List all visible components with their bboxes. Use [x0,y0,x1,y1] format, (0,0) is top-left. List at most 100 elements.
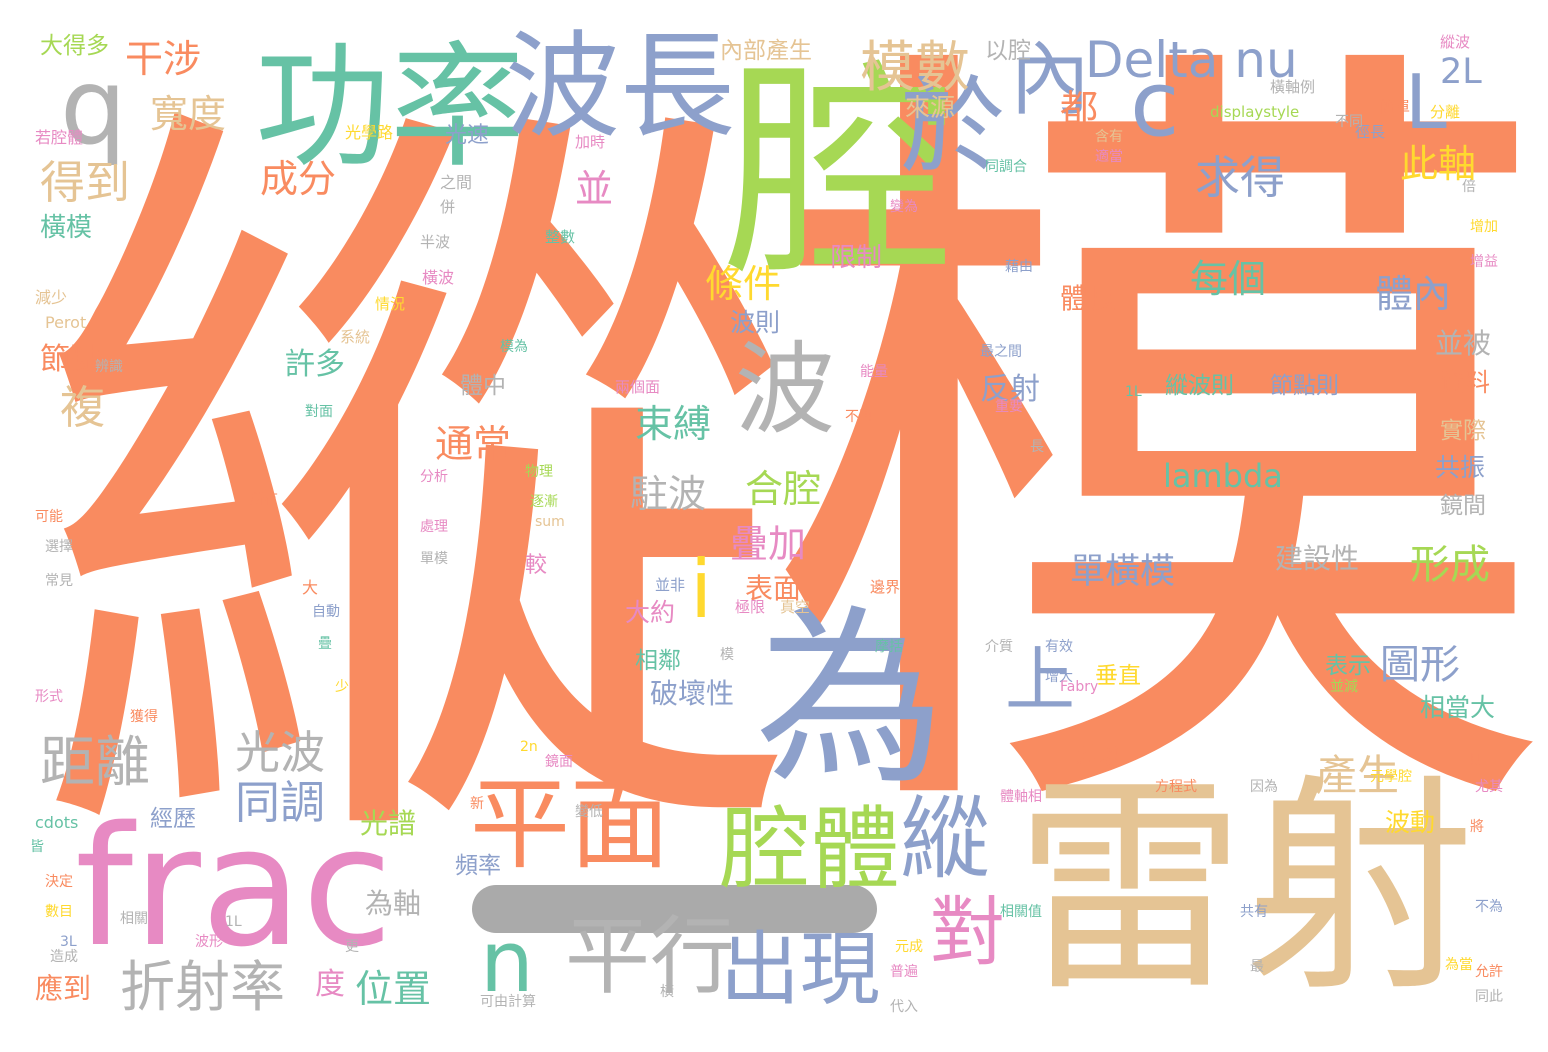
cloud-word: 兩個面 [615,378,661,396]
cloud-word: 最 [1250,959,1264,975]
cloud-word: 同此 [1475,989,1503,1005]
cloud-word: displaystyle [1210,103,1300,121]
cloud-word: 差以 [1075,743,1121,769]
cloud-word: 將 [1470,819,1484,835]
cloud-word: 駐波 [630,472,707,516]
cloud-word: 雷射 [1015,756,1476,1023]
cloud-word: 模為 [500,339,528,355]
cloud-word: 方程式 [1155,779,1197,795]
cloud-word: 代入 [890,999,918,1015]
cloud-word: 介質 [985,639,1013,655]
cloud-word: 長 [1030,439,1044,455]
cloud-word: 增加 [1470,219,1498,235]
cloud-word: 得到 [40,156,131,209]
cloud-word: 不為 [1475,899,1503,915]
cloud-word: 選擇 [45,539,73,555]
cloud-word: 體軸相 [1000,789,1042,805]
cloud-word: 並 [575,167,614,211]
cloud-word: 腔體 [720,797,900,902]
cloud-word: 邊界 [870,578,901,596]
cloud-word: 常見 [45,573,73,589]
cloud-word: 為當 [1445,957,1473,973]
cloud-word: 相關值 [1000,904,1042,920]
cloud-word: 波形 [195,934,223,950]
cloud-word: 辨識 [95,359,123,375]
cloud-word: 皆 [30,839,44,855]
cloud-word: 造成 [50,949,78,965]
cloud-word: 適當 [1095,149,1123,165]
cloud-word: 表面 [745,572,802,605]
gray-bar-shape [472,885,877,933]
cloud-word: 物理 [525,464,553,480]
cloud-word: 建設性 [1275,542,1360,575]
cloud-word: 光波 [235,726,326,779]
cloud-word: 內部產生 [720,38,812,64]
cloud-word: 減少 [35,288,68,307]
cloud-word: 光學路 [345,123,394,142]
cloud-word: 不同 [1335,114,1363,130]
cloud-word: frac [75,791,393,983]
cloud-word: 並被 [1435,327,1492,360]
cloud-word: 許多 [285,347,345,382]
cloud-word: 反射 [980,372,1040,407]
cloud-word: 體內 [1375,272,1452,316]
cloud-word: 處理 [420,519,448,535]
cloud-word: 元成 [895,939,923,955]
cloud-word: 相鄰 [635,648,681,674]
cloud-word: 縱 [30,46,800,943]
cloud-word: 橫 [660,984,674,1000]
cloud-word: 情況 [375,295,406,313]
cloud-word: 變為 [890,199,918,215]
cloud-word: 資料 [1440,368,1491,397]
cloud-word: sum [535,514,565,530]
cloud-word: 干涉 [125,37,202,81]
cloud-word: n [480,913,534,1012]
cloud-word: 寬度 [150,92,227,136]
cloud-word: 同調 [235,776,326,829]
cloud-word: 1L [1125,384,1142,400]
cloud-word: 合腔 [745,467,822,511]
cloud-word: 形成 [1410,542,1490,588]
cloud-word: 並減 [1330,679,1358,695]
cloud-word: lambda [1163,457,1283,495]
cloud-word: 束縛 [635,402,712,446]
cloud-word: 體長 [1060,282,1117,315]
cloud-word: 3L [60,934,77,950]
cloud-word: 分析 [420,469,448,485]
cloud-word: 少 [335,679,349,695]
cloud-word: 疊 [318,636,332,652]
cloud-word: 頻率 [455,853,501,879]
cloud-word: 光譜 [360,807,417,840]
cloud-word: 極限 [735,598,766,616]
cloud-word: q [60,46,127,168]
cloud-word: 新 [470,796,484,812]
cloud-word: 2n [520,739,538,755]
cloud-word: 限制 [830,243,883,273]
cloud-word: 表示 [1325,653,1371,679]
cloud-word: 半波 [420,233,451,251]
cloud-word: 更 [345,939,359,955]
cloud-word: 相當大 [1420,693,1496,722]
cloud-word: 單橫模 [1070,552,1176,592]
cloud-word: 破壞性 [650,677,735,710]
cloud-word: 以腔 [985,38,1031,64]
cloud-word: 增益 [1470,254,1498,270]
cloud-word: 模 [720,647,734,663]
cloud-word: 縱 [900,787,990,892]
cloud-word: 光速 [445,123,490,148]
cloud-word: 元學腔 [1370,769,1412,785]
cloud-word: 摩括 [875,639,903,655]
cloud-word: 分離 [1430,103,1461,121]
cloud-word: 平面 [470,766,670,883]
cloud-word: 倍 [1462,179,1476,195]
cloud-word: 條件 [705,262,782,306]
cloud-word: 於 [900,66,1006,188]
cloud-word: 波 [735,331,835,448]
cloud-word: 應到 [35,972,92,1005]
cloud-word: 有效 [1045,639,1073,655]
cloud-word: 橫波 [422,268,455,287]
cloud-word: 藉由 [1005,259,1033,275]
cloud-word: 橫模 [40,213,93,243]
cloud-word: 所有 [250,492,278,508]
